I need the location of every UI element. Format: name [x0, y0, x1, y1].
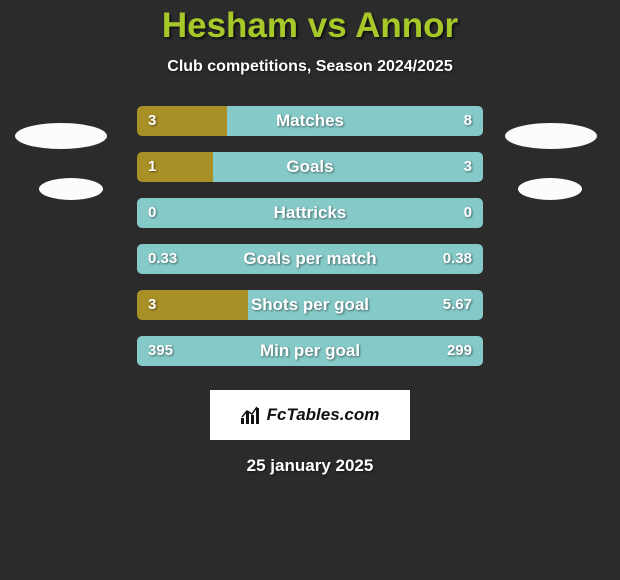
stat-row: Goals per match0.330.38 [0, 244, 620, 274]
stat-value-left: 3 [148, 106, 156, 136]
stat-value-left: 3 [148, 290, 156, 320]
stat-value-left: 0 [148, 198, 156, 228]
source-badge: FcTables.com [210, 390, 410, 440]
bars-icon [241, 406, 261, 424]
stat-value-left: 395 [148, 336, 173, 366]
stat-row: Hattricks00 [0, 198, 620, 228]
stat-value-right: 3 [464, 152, 472, 182]
page-title: Hesham vs Annor [0, 6, 620, 46]
stat-value-right: 299 [447, 336, 472, 366]
stat-row: Shots per goal35.67 [0, 290, 620, 320]
footer-date: 25 january 2025 [0, 456, 620, 476]
source-badge-text: FcTables.com [267, 405, 380, 425]
stat-bar-track [137, 198, 483, 228]
stat-value-right: 8 [464, 106, 472, 136]
stat-row: Goals13 [0, 152, 620, 182]
stat-value-right: 0 [464, 198, 472, 228]
stat-value-left: 1 [148, 152, 156, 182]
stat-bar-right-fill [227, 106, 483, 136]
stat-bar-track [137, 336, 483, 366]
stat-bar-track [137, 152, 483, 182]
decorative-ellipse [39, 178, 103, 200]
decorative-ellipse [518, 178, 582, 200]
decorative-ellipse [505, 123, 597, 149]
stat-bar-track [137, 106, 483, 136]
stat-bar-right-fill [213, 152, 483, 182]
stat-row: Min per goal395299 [0, 336, 620, 366]
page-subtitle: Club competitions, Season 2024/2025 [0, 58, 620, 76]
stats-bars: Matches38Goals13Hattricks00Goals per mat… [0, 106, 620, 382]
decorative-ellipse [15, 123, 107, 149]
stat-bar-track [137, 290, 483, 320]
stat-value-right: 5.67 [443, 290, 472, 320]
stat-value-right: 0.38 [443, 244, 472, 274]
stat-bar-track [137, 244, 483, 274]
comparison-infographic: Hesham vs Annor Club competitions, Seaso… [0, 0, 620, 580]
stat-value-left: 0.33 [148, 244, 177, 274]
